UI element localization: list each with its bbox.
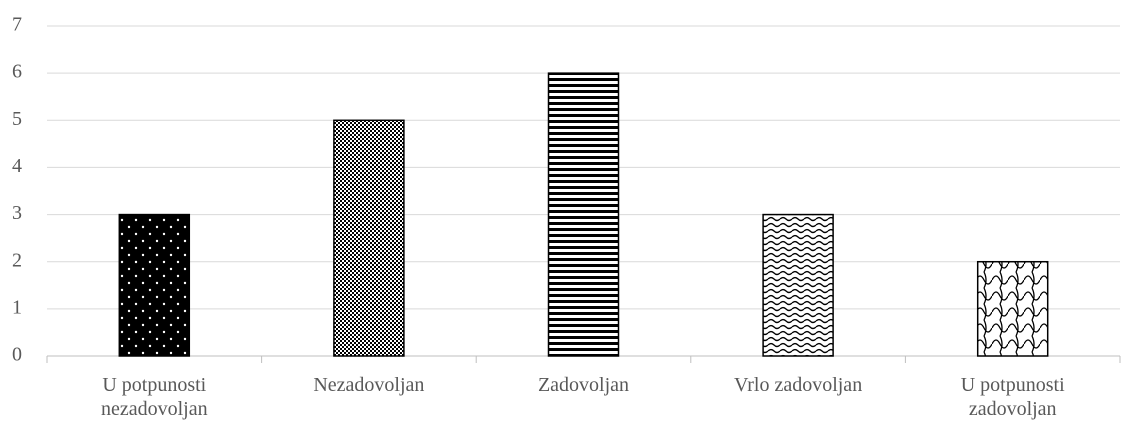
y-tick-label: 2 — [12, 249, 22, 271]
y-tick-label: 7 — [12, 14, 22, 36]
y-tick-label: 0 — [12, 344, 22, 366]
y-tick-label: 6 — [12, 61, 22, 83]
y-tick-label: 4 — [12, 155, 22, 177]
x-tick-label: Zadovoljan — [537, 374, 630, 396]
x-tick-label: Nezadovoljan — [313, 374, 425, 396]
bar — [333, 119, 405, 357]
x-tick-label: U potpunosti nezadovoljan — [100, 374, 208, 420]
bar — [762, 213, 834, 357]
bar — [547, 72, 620, 357]
y-tick-label: 5 — [12, 108, 22, 130]
x-tick-label: Vrlo zadovoljan — [733, 374, 863, 396]
y-tick-label: 3 — [12, 202, 22, 224]
x-tick-label: U potpunosti zadovoljan — [960, 374, 1065, 420]
bar — [118, 213, 191, 357]
bar — [976, 260, 1049, 357]
y-tick-label: 1 — [12, 296, 22, 318]
